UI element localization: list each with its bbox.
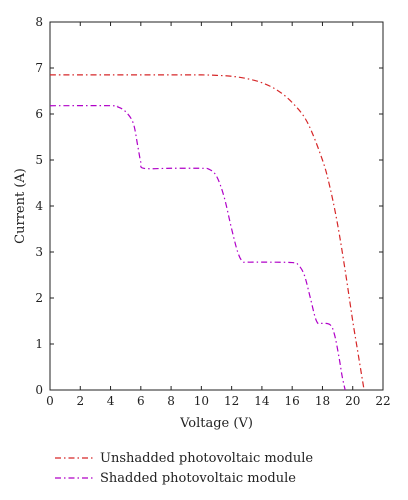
y-tick-label: 5 bbox=[35, 153, 43, 167]
y-tick-label: 6 bbox=[35, 107, 43, 121]
y-tick-label: 8 bbox=[35, 15, 43, 29]
x-tick-label: 6 bbox=[137, 394, 145, 408]
x-tick-label: 12 bbox=[224, 394, 239, 408]
x-tick-label: 18 bbox=[315, 394, 330, 408]
y-tick-label: 3 bbox=[35, 245, 43, 259]
x-tick-label: 10 bbox=[194, 394, 209, 408]
x-tick-label: 16 bbox=[285, 394, 300, 408]
y-tick-label: 4 bbox=[35, 199, 43, 213]
y-tick-label: 7 bbox=[35, 61, 43, 75]
series-line-shadded bbox=[49, 105, 346, 391]
legend: Unshadded photovoltaic module Shadded pho… bbox=[55, 451, 313, 486]
x-tick-label: 4 bbox=[107, 394, 115, 408]
series-line-unshadded bbox=[50, 74, 365, 391]
plot-frame bbox=[49, 21, 384, 391]
y-axis-label: Current (A) bbox=[13, 168, 28, 244]
y-tick-label: 0 bbox=[35, 383, 43, 397]
x-tick-label: 8 bbox=[167, 394, 175, 408]
x-axis-label: Voltage (V) bbox=[179, 416, 253, 431]
x-tick-label: 20 bbox=[345, 394, 360, 408]
y-tick-label: 1 bbox=[35, 337, 43, 351]
x-tick-label: 14 bbox=[254, 394, 270, 408]
y-tick-label: 2 bbox=[35, 291, 43, 305]
x-tick-label: 2 bbox=[76, 394, 84, 408]
x-tick-label: 22 bbox=[375, 394, 390, 408]
x-tick-label: 0 bbox=[46, 394, 54, 408]
legend-entry-label: Unshadded photovoltaic module bbox=[100, 451, 313, 466]
legend-entry-label: Shadded photovoltaic module bbox=[100, 471, 296, 486]
